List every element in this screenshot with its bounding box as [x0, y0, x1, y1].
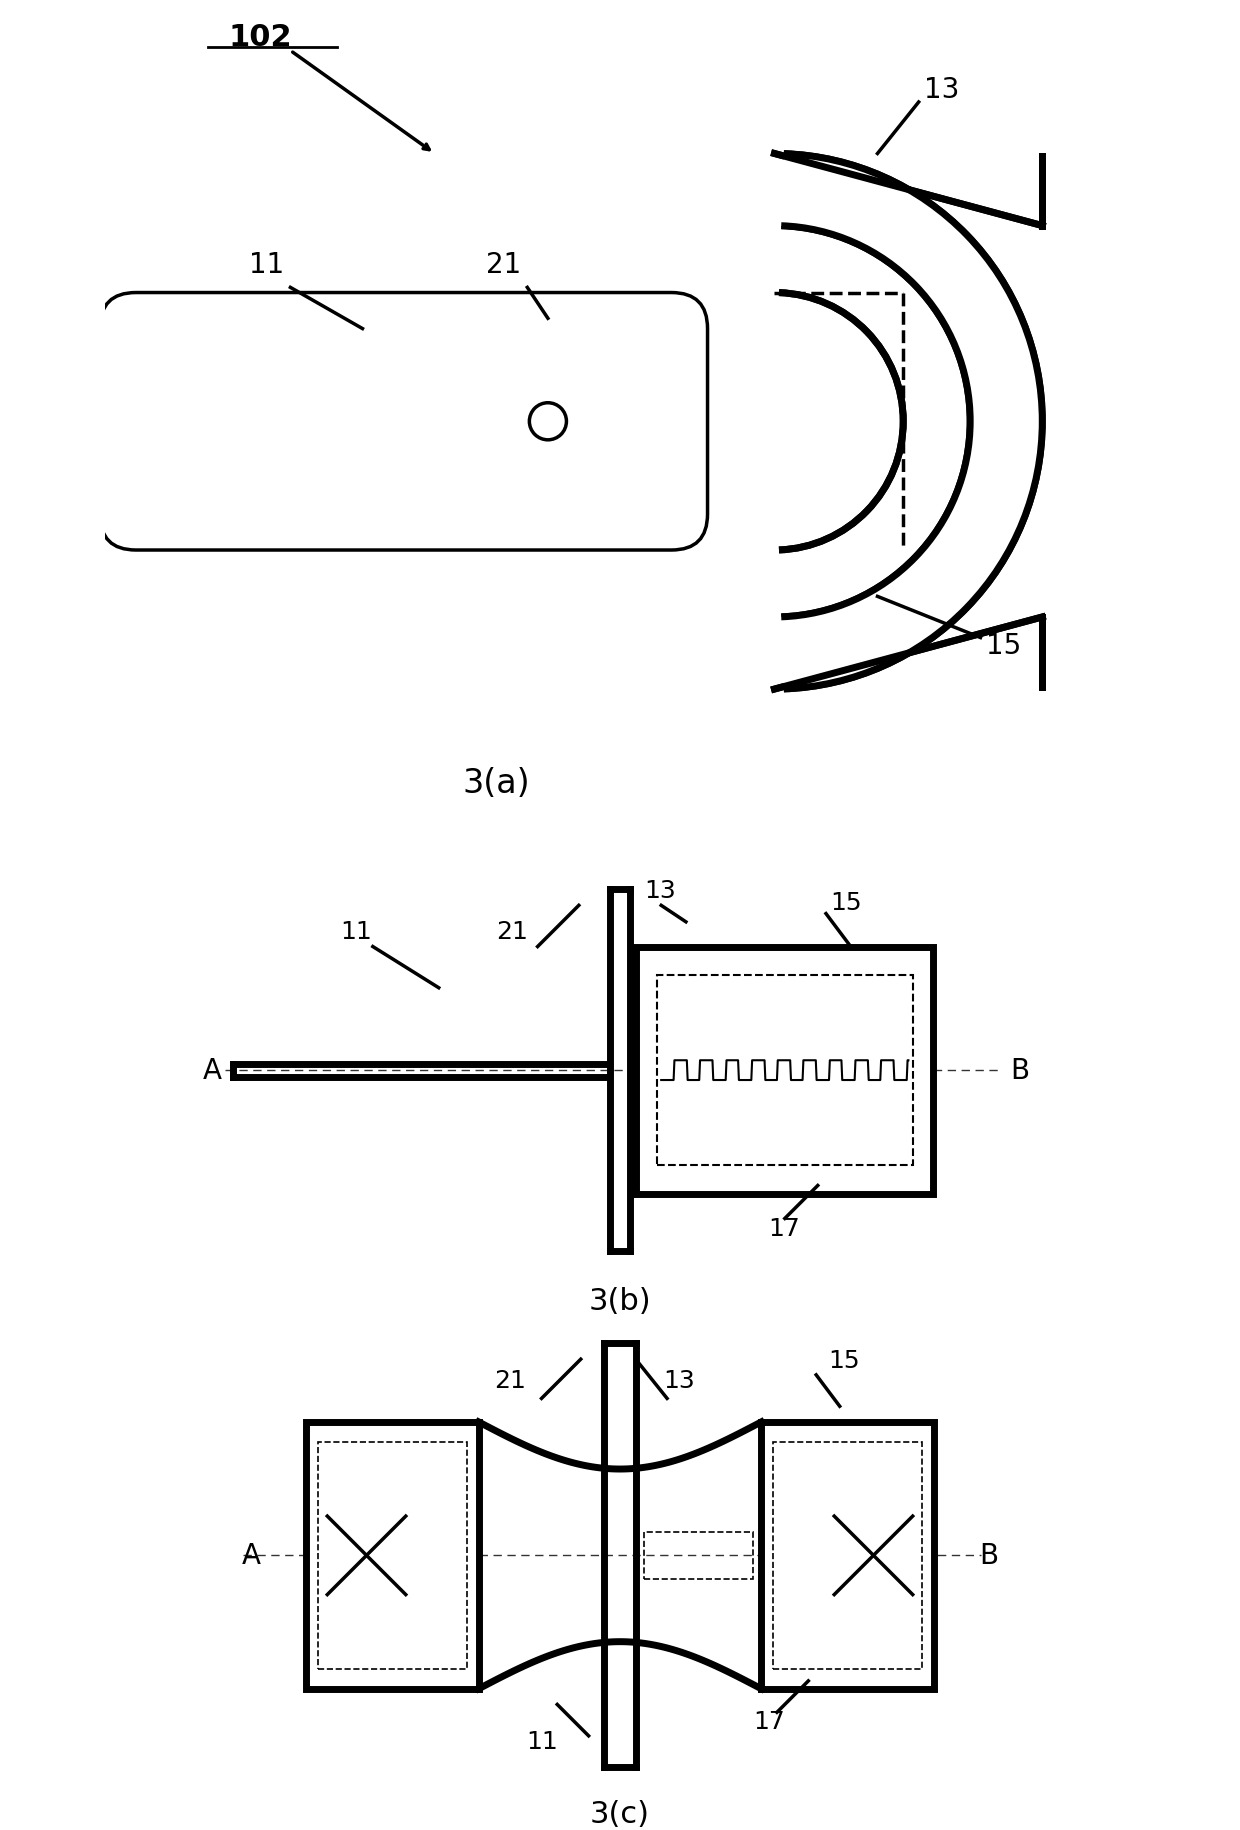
Text: 15: 15 [828, 1349, 859, 1372]
Text: 102: 102 [228, 24, 293, 53]
Text: 13: 13 [645, 878, 677, 902]
Text: 15: 15 [986, 631, 1021, 659]
Text: A: A [202, 1056, 222, 1085]
Text: 11: 11 [526, 1729, 558, 1753]
Text: 21: 21 [496, 920, 528, 944]
Text: B: B [1011, 1056, 1029, 1085]
Text: 13: 13 [924, 75, 960, 104]
Text: B: B [980, 1541, 998, 1570]
Text: 11: 11 [340, 920, 372, 944]
Text: 21: 21 [486, 251, 521, 278]
Text: 21: 21 [495, 1367, 526, 1393]
Text: 13: 13 [663, 1367, 694, 1393]
Text: 15: 15 [830, 891, 862, 915]
FancyBboxPatch shape [100, 293, 708, 551]
Text: 3(a): 3(a) [463, 767, 531, 800]
Circle shape [529, 404, 567, 441]
Text: 3(c): 3(c) [590, 1799, 650, 1828]
Text: 11: 11 [249, 251, 284, 278]
Text: 17: 17 [769, 1217, 800, 1241]
Bar [636, 948, 934, 1195]
Bar [317, 1442, 467, 1669]
Bar [761, 1422, 934, 1689]
Bar [657, 975, 913, 1166]
Bar [644, 1532, 754, 1579]
Text: 3(b): 3(b) [589, 1286, 651, 1316]
Polygon shape [781, 154, 1043, 690]
Text: A: A [242, 1541, 260, 1570]
Bar [773, 1442, 923, 1669]
Text: 17: 17 [754, 1709, 785, 1733]
Bar [306, 1422, 479, 1689]
